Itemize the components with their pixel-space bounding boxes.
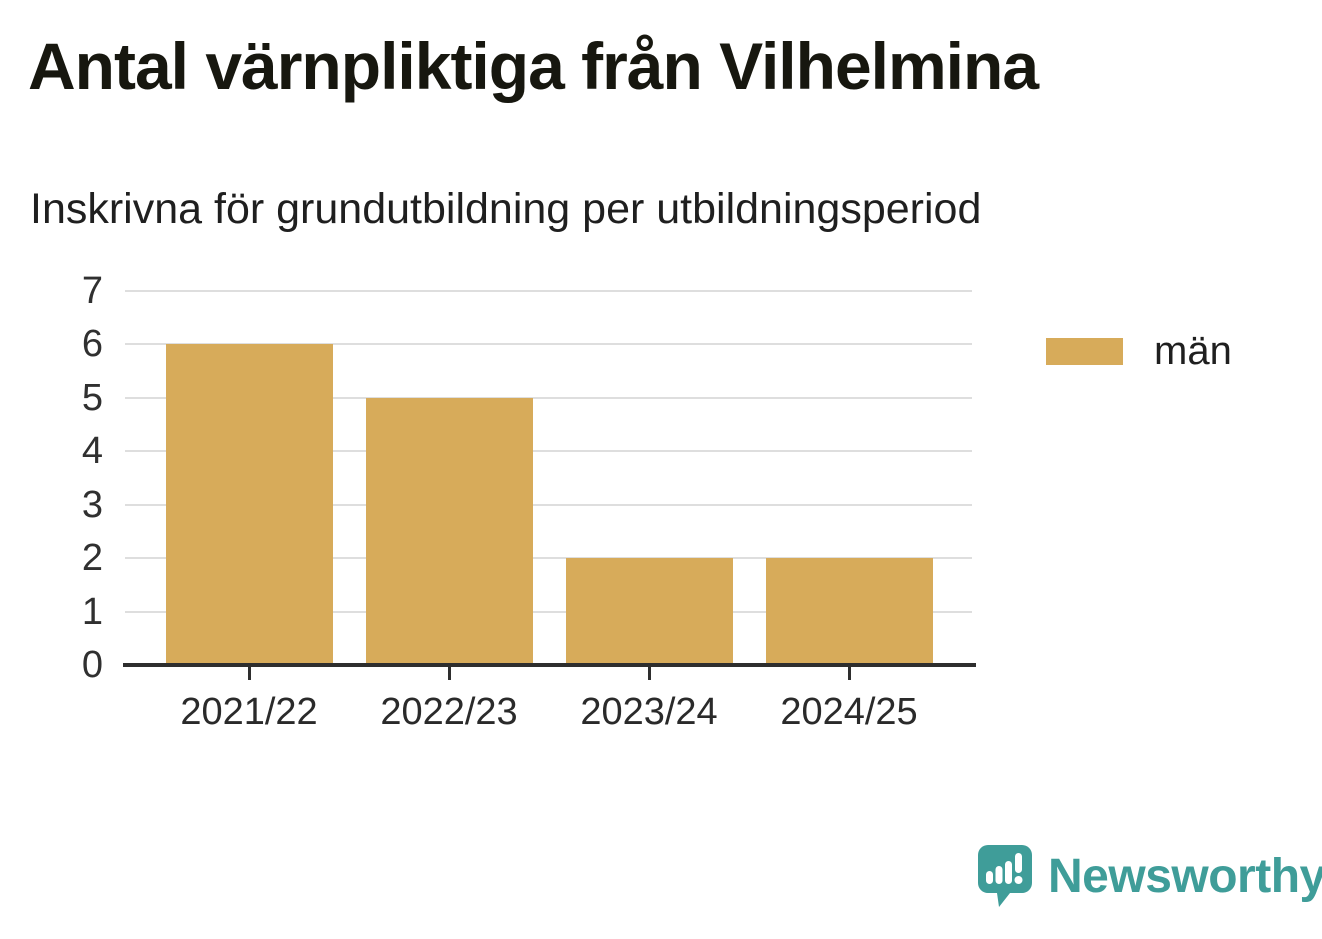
bar-2021/22 <box>165 344 333 665</box>
legend: män <box>1046 331 1232 371</box>
legend-swatch-man <box>1046 337 1123 365</box>
gridline-y7 <box>125 290 972 292</box>
x-axis-label-2024/25: 2024/25 <box>780 691 918 733</box>
x-tick-2024/25 <box>847 667 851 680</box>
bar-2022/23 <box>365 397 533 665</box>
chart-subtitle: Inskrivna för grundutbildning per utbild… <box>30 185 982 233</box>
x-axis-line <box>123 663 976 667</box>
gridline-y1 <box>125 610 972 613</box>
x-tick-2023/24 <box>647 667 651 680</box>
y-axis-label-3: 3 <box>81 483 103 526</box>
newsworthy-logo-text: Newsworthy <box>1048 850 1322 903</box>
x-tick-2022/23 <box>447 667 451 680</box>
y-axis-label-4: 4 <box>81 430 103 473</box>
x-axis-label-2021/22: 2021/22 <box>180 691 318 733</box>
gridline-y3 <box>125 503 972 506</box>
gridline-y5 <box>125 396 972 399</box>
bar-2023/24 <box>565 558 733 665</box>
x-axis-label-2022/23: 2022/23 <box>380 691 518 733</box>
gridline-y4 <box>125 450 972 453</box>
gridline-y6 <box>125 343 972 346</box>
chart-title: Antal värnpliktiga från Vilhelmina <box>28 29 1039 103</box>
y-axis-label-6: 6 <box>81 323 103 366</box>
y-axis-label-5: 5 <box>81 376 103 419</box>
y-axis-label-2: 2 <box>81 537 103 580</box>
newsworthy-logo: Newsworthy <box>978 845 1322 909</box>
legend-label-man: män <box>1154 329 1232 373</box>
x-axis-label-2023/24: 2023/24 <box>580 691 718 733</box>
bar-2024/25 <box>765 558 933 665</box>
gridline-y2 <box>125 557 972 560</box>
y-axis-label-0: 0 <box>81 644 103 686</box>
x-tick-2021/22 <box>247 667 251 680</box>
y-axis-label-7: 7 <box>81 270 103 312</box>
newsworthy-logo-icon <box>978 845 1032 907</box>
y-axis-label-1: 1 <box>81 590 103 633</box>
